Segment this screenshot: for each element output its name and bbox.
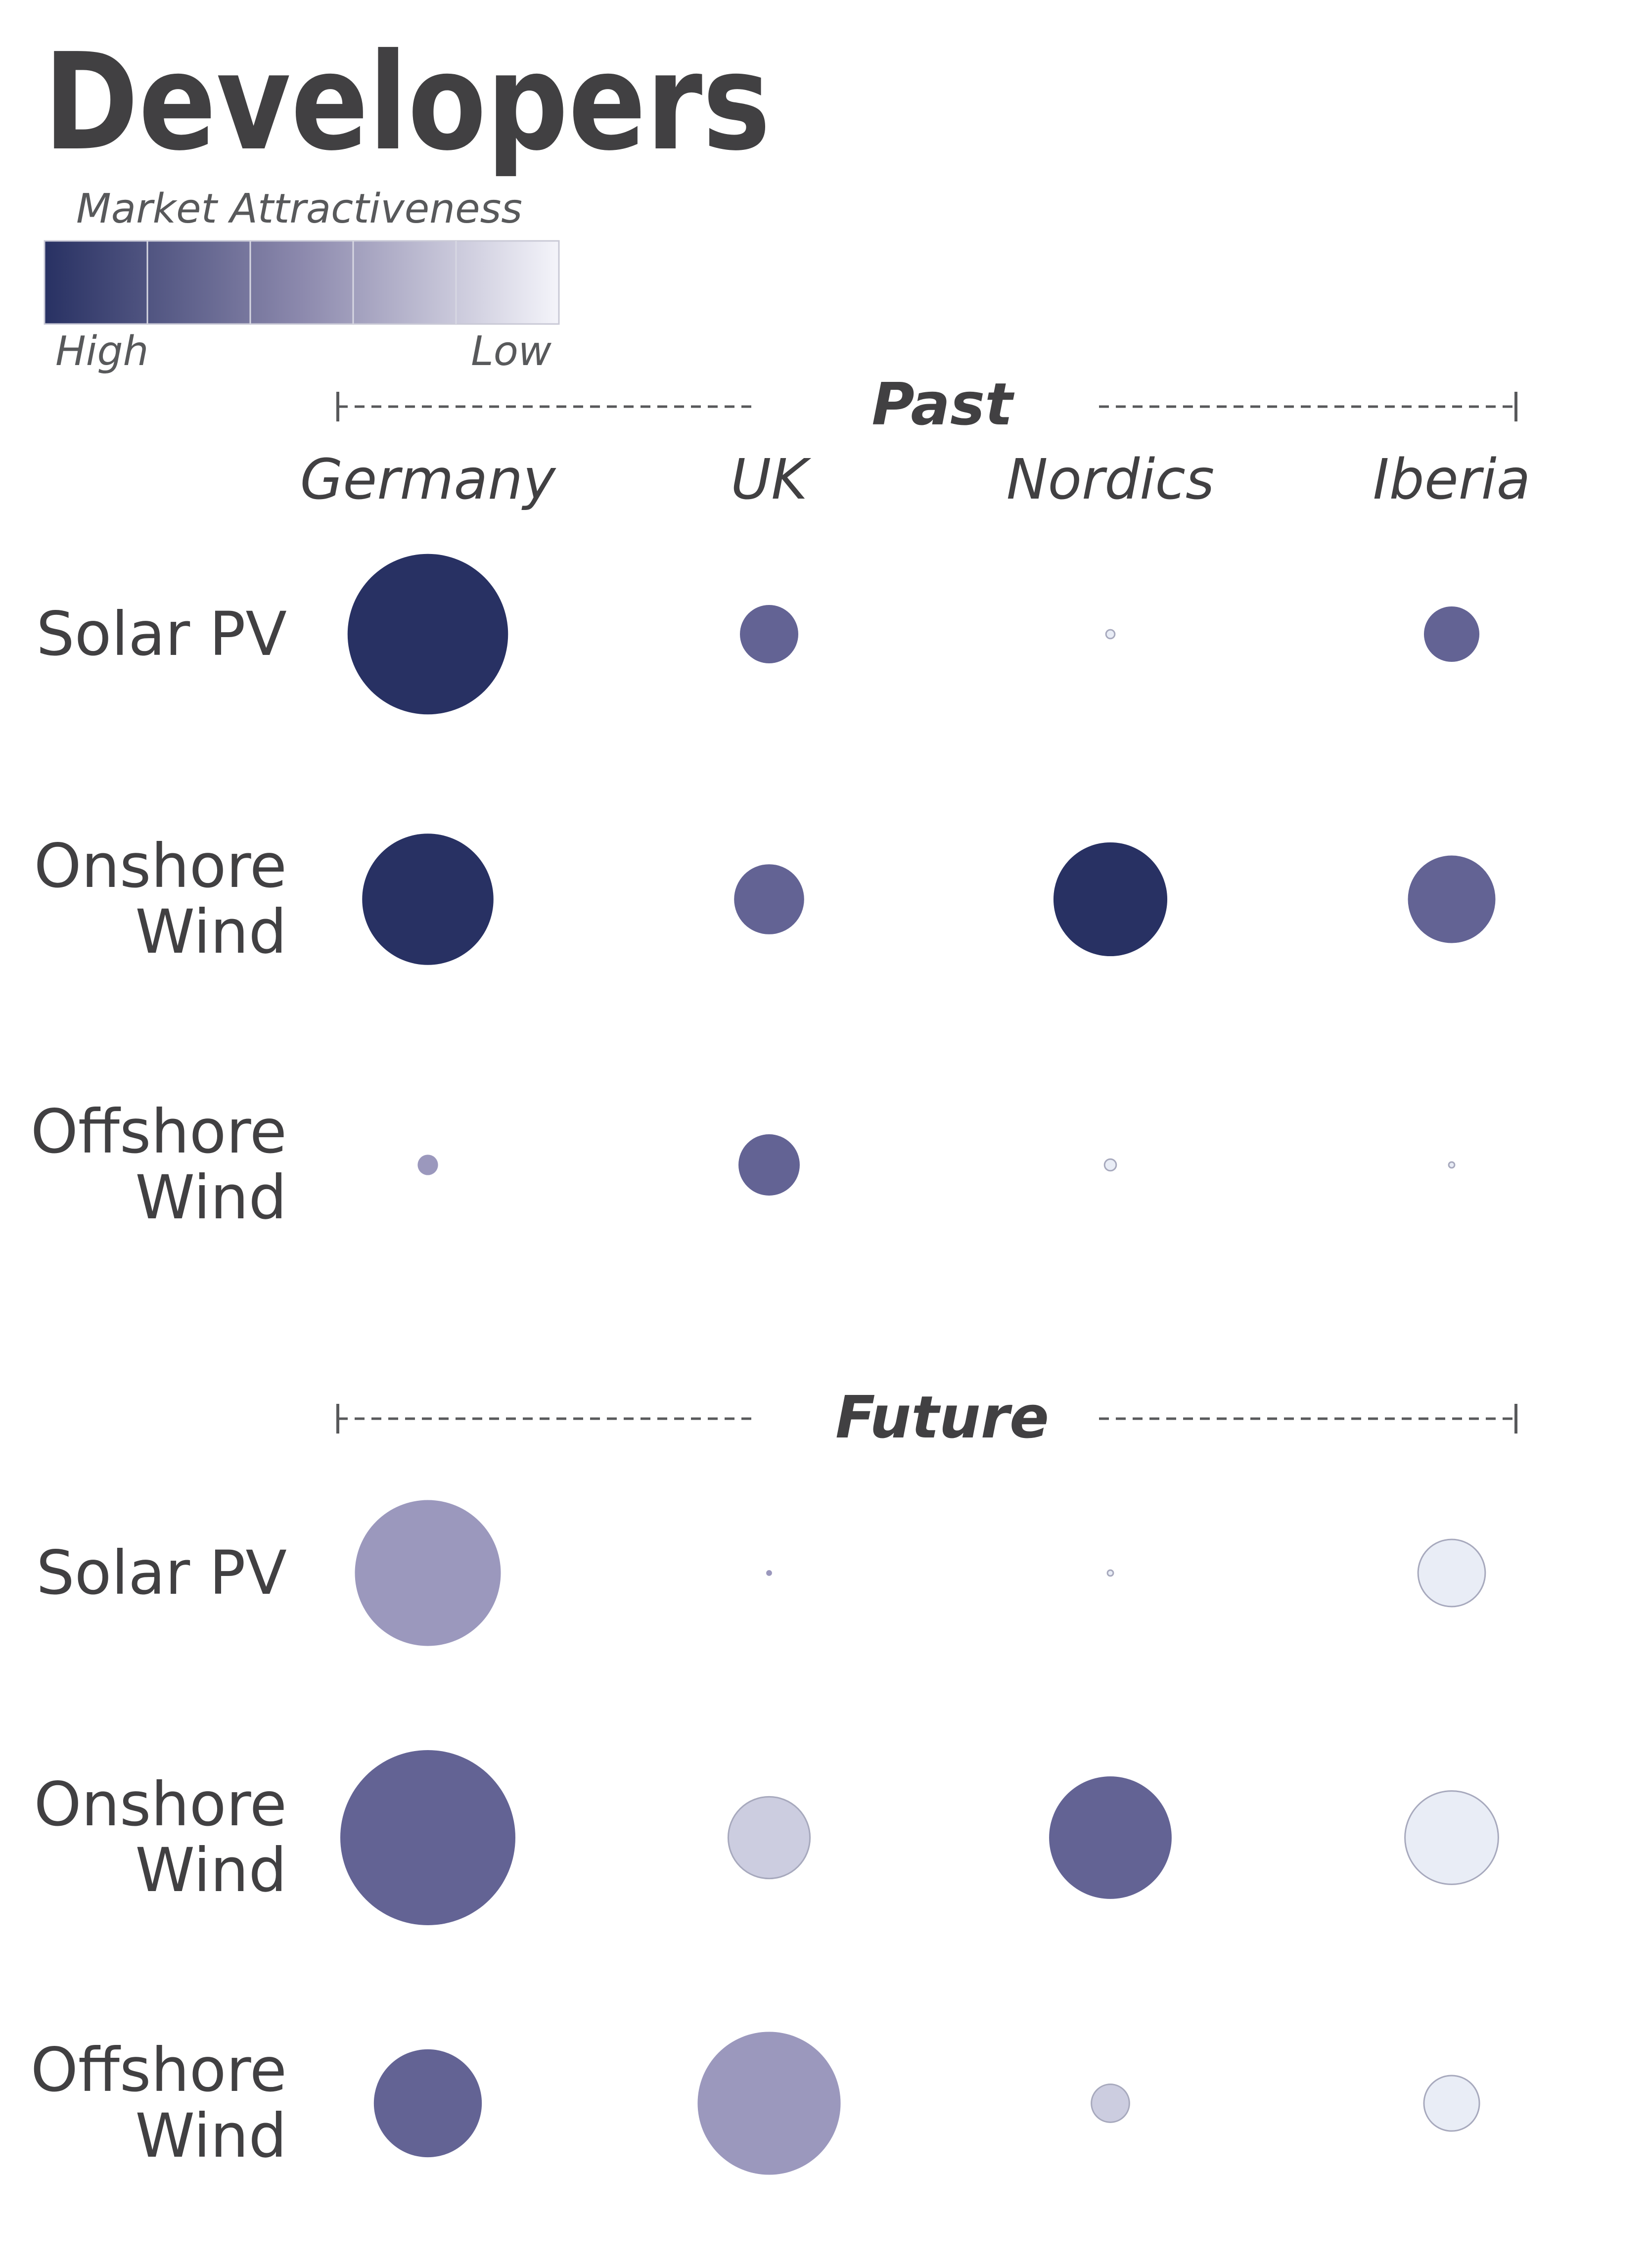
column-label-uk: UK [731, 448, 811, 512]
bubble-future-offshore-wind-nordics [1091, 2083, 1130, 2123]
bubble-future-solar-pv-germany [355, 1500, 501, 1646]
bubble-past-solar-pv-germany [347, 554, 508, 715]
bubble-future-offshore-wind-germany [373, 2049, 482, 2158]
period-label-future: Future [835, 1383, 1049, 1451]
bubble-future-solar-pv-nordics [1106, 1569, 1114, 1577]
bubble-panels: Past Germany UK Nordics Iberia Solar PV Onshor… [31, 370, 1531, 2175]
bubble-future-offshore-wind-iberia [1423, 2075, 1480, 2132]
bubble-past-offshore-wind-nordics [1103, 1158, 1117, 1172]
bubble-past-offshore-wind-iberia [1448, 1161, 1456, 1169]
bubble-future-offshore-wind-uk [697, 2032, 841, 2175]
row-label-solar-pv: Solar PV [36, 1538, 287, 1608]
bubble-past-onshore-wind-iberia [1408, 855, 1496, 943]
bubble-future-onshore-wind-nordics [1049, 1776, 1172, 1899]
bubble-past-solar-pv-nordics [1105, 629, 1116, 640]
row-label-solar-pv: Solar PV [36, 599, 287, 669]
period-label-past: Past [871, 370, 1015, 438]
bubble-future-onshore-wind-germany [340, 1750, 515, 1925]
bubble-past-solar-pv-uk [740, 605, 798, 663]
bubble-future-onshore-wind-iberia [1404, 1790, 1499, 1885]
legend-high-label: High [55, 328, 148, 375]
row-label-onshore-wind: Onshore Wind [34, 1769, 287, 1905]
column-label-nordics: Nordics [1007, 448, 1215, 512]
bubble-past-offshore-wind-uk [738, 1134, 800, 1196]
page-title: Developers [44, 24, 771, 180]
legend: Market Attractiveness High Low [44, 185, 560, 375]
bubble-future-onshore-wind-uk [727, 1796, 811, 1880]
bubble-future-solar-pv-uk [766, 1570, 772, 1576]
bubble-past-onshore-wind-nordics [1053, 842, 1168, 957]
column-label-germany: Germany [300, 448, 556, 512]
bubble-past-offshore-wind-germany [417, 1155, 438, 1175]
bubble-past-onshore-wind-germany [362, 833, 494, 965]
bubble-past-onshore-wind-uk [734, 864, 804, 934]
panel-future: Future Solar PV Onshore Wind Offshore Wind [31, 1383, 1517, 2175]
legend-gradient-bar [44, 240, 560, 325]
column-label-iberia: Iberia [1373, 448, 1531, 512]
row-label-offshore-wind: Offshore Wind [31, 1097, 287, 1233]
bubble-future-solar-pv-iberia [1417, 1538, 1486, 1608]
row-label-offshore-wind: Offshore Wind [31, 2035, 287, 2171]
legend-low-label: Low [471, 328, 552, 375]
panel-past: Past Germany UK Nordics Iberia Solar PV Onshor… [31, 370, 1531, 1233]
row-label-onshore-wind: Onshore Wind [34, 831, 287, 967]
legend-title: Market Attractiveness [76, 185, 522, 232]
bubble-past-solar-pv-iberia [1423, 606, 1480, 662]
